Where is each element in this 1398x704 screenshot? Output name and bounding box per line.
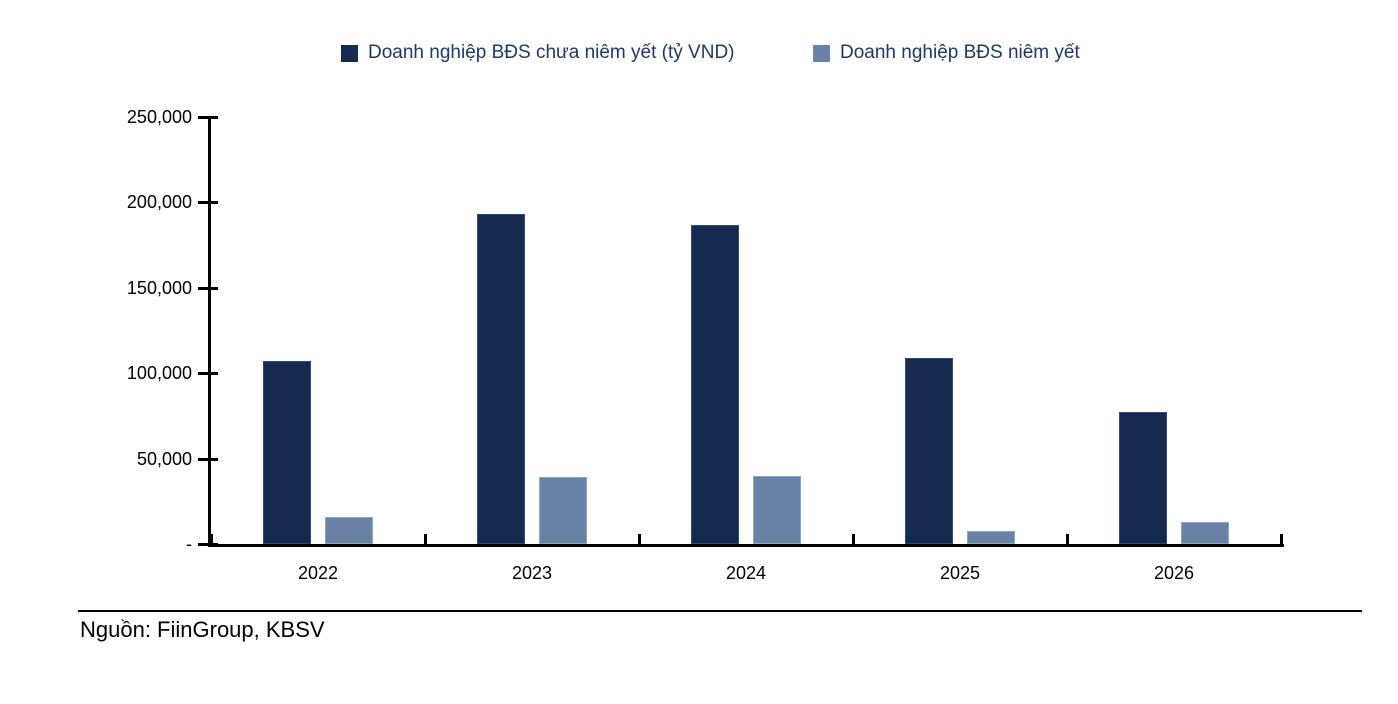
bar-listed-2024 <box>753 475 801 544</box>
y-axis-line <box>208 117 211 547</box>
x-tick <box>852 534 855 544</box>
legend-swatch-unlisted <box>341 44 358 62</box>
y-tick <box>198 372 218 376</box>
x-tick <box>638 534 641 544</box>
bar-listed-2023 <box>539 477 587 544</box>
y-tick-label: 50,000 <box>136 448 192 469</box>
bar-listed-2022 <box>325 516 373 544</box>
bar-unlisted-2024 <box>691 224 739 544</box>
y-tick <box>198 201 218 205</box>
y-tick-label: 200,000 <box>126 192 192 213</box>
y-tick-label: 250,000 <box>126 107 192 127</box>
bar-listed-2025 <box>967 531 1015 544</box>
x-tick-label: 2026 <box>1153 563 1195 583</box>
x-axis-line <box>208 544 1284 547</box>
x-tick <box>210 534 213 544</box>
bar-listed-2026 <box>1181 521 1229 544</box>
y-tick <box>198 116 218 119</box>
legend-swatch-listed <box>813 44 830 62</box>
bar-unlisted-2022 <box>263 361 311 544</box>
x-tick-label: 2022 <box>297 563 339 583</box>
legend-label-listed: Doanh nghiệp BĐS niêm yết <box>840 42 1080 63</box>
y-tick-label: - <box>186 534 192 554</box>
bar-unlisted-2025 <box>905 357 953 544</box>
x-tick <box>1066 534 1069 544</box>
y-tick <box>198 457 218 461</box>
legend-item-listed: Doanh nghiệp BĐS niêm yết <box>813 43 1080 63</box>
legend-item-unlisted: Doanh nghiệp BĐS chưa niêm yết (tỷ VND) <box>341 43 735 63</box>
y-tick-label: 150,000 <box>126 277 192 298</box>
x-tick-label: 2024 <box>725 563 767 583</box>
y-tick-label: 100,000 <box>126 363 192 384</box>
source-text: Nguồn: FiinGroup, KBSV <box>80 617 325 642</box>
x-tick <box>424 534 427 544</box>
x-tick-label: 2025 <box>939 563 981 583</box>
y-tick <box>198 286 218 290</box>
bar-unlisted-2023 <box>477 214 525 544</box>
bar-unlisted-2026 <box>1119 412 1167 544</box>
x-tick <box>1280 534 1283 544</box>
source-divider <box>78 610 1362 612</box>
legend-label-unlisted: Doanh nghiệp BĐS chưa niêm yết (tỷ VND) <box>368 42 735 63</box>
y-tick <box>198 543 218 546</box>
x-tick-label: 2023 <box>511 563 553 583</box>
